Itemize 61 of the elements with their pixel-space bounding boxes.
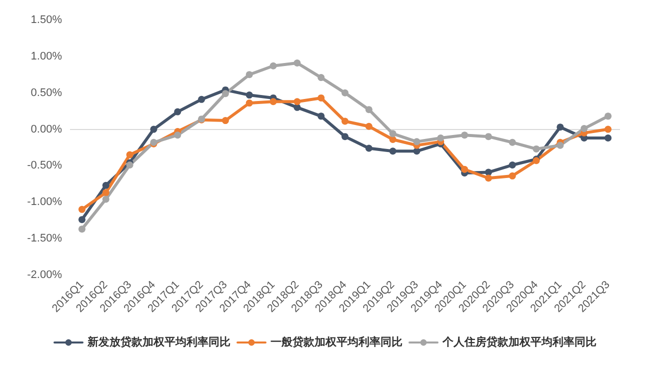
y-tick-label: -1.00% (27, 196, 62, 208)
legend-label: 一般贷款加权平均利率同比 (270, 336, 402, 348)
point (102, 196, 110, 203)
point (532, 145, 540, 152)
point (508, 138, 516, 146)
point (413, 148, 420, 155)
point (318, 74, 325, 82)
point (389, 136, 396, 143)
point (604, 126, 612, 133)
point (270, 62, 277, 70)
point (342, 118, 348, 125)
point (174, 132, 182, 139)
point (318, 94, 325, 102)
point (342, 133, 348, 140)
point (222, 90, 229, 98)
y-tick-label: -2.00% (27, 269, 62, 281)
point (365, 106, 372, 114)
point (604, 112, 612, 120)
point (508, 161, 516, 168)
point (78, 216, 86, 224)
legend-label: 个人住房贷款加权平均利率同比 (442, 336, 596, 348)
point (102, 182, 110, 189)
point (413, 138, 420, 146)
point (102, 189, 110, 196)
point (246, 71, 253, 78)
point (389, 148, 396, 155)
point (556, 124, 564, 131)
point (556, 142, 564, 149)
point (150, 126, 158, 133)
point (294, 104, 301, 111)
point (365, 144, 372, 152)
y-tick-label: -1.50% (27, 232, 62, 245)
point (270, 98, 277, 106)
point (246, 100, 253, 107)
legend-label: 新发放贷款加权平均利率同比 (86, 336, 230, 348)
point (294, 59, 301, 66)
point (389, 130, 396, 138)
point (78, 206, 86, 213)
point (222, 117, 229, 124)
point (342, 89, 348, 96)
point (461, 132, 468, 139)
y-tick-label: -0.50% (27, 160, 62, 172)
point (580, 125, 588, 132)
point (461, 166, 468, 173)
point (604, 134, 612, 142)
point (78, 226, 86, 233)
point (198, 96, 206, 103)
point (246, 92, 253, 99)
y-tick-label: 1.50% (30, 14, 62, 26)
point (437, 134, 444, 142)
point (508, 172, 516, 180)
point (484, 174, 492, 182)
point (174, 108, 182, 116)
point (484, 133, 492, 140)
point (126, 151, 134, 158)
point (318, 112, 325, 120)
point (294, 98, 301, 106)
y-tick-label: 0.00% (30, 123, 62, 136)
y-tick-label: 1.00% (30, 50, 62, 62)
y-tick-label: 0.50% (30, 86, 62, 99)
point (365, 122, 372, 130)
